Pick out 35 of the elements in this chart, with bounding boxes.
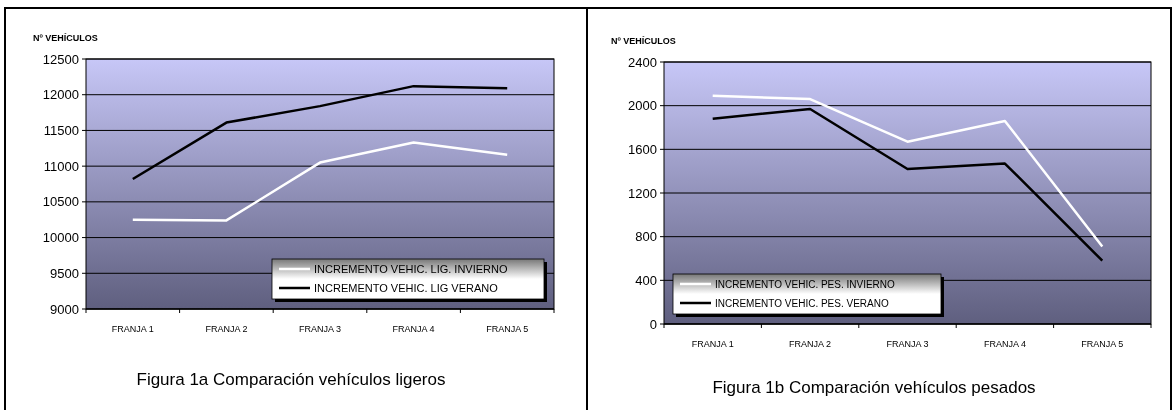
text: Figura 1b Comparación vehículos pesados bbox=[712, 378, 1036, 397]
y-tick-label: 800 bbox=[635, 229, 657, 245]
legend-label: INCREMENTO VEHIC. PES. INVIERNO bbox=[715, 278, 896, 290]
y-tick-label: 9000 bbox=[50, 301, 79, 317]
legend-label: INCREMENTO VEHIC. PES. VERANO bbox=[715, 297, 889, 309]
x-tick-label: FRANJA 3 bbox=[886, 339, 929, 349]
y-axis-title: Nº VEHÍCULOS bbox=[611, 36, 676, 46]
x-tick-label: FRANJA 4 bbox=[983, 339, 1026, 349]
x-tick-label: FRANJA 4 bbox=[392, 324, 435, 334]
x-tick-label: FRANJA 5 bbox=[486, 324, 529, 334]
x-tick-label: FRANJA 2 bbox=[789, 339, 832, 349]
y-tick-label: 12500 bbox=[42, 51, 79, 67]
y-tick-label: 1600 bbox=[628, 141, 657, 157]
y-tick-label: 1200 bbox=[628, 185, 657, 201]
y-axis-title: Nº VEHÍCULOS bbox=[33, 33, 98, 43]
y-tick-label: 0 bbox=[649, 316, 657, 332]
y-tick-label: 10000 bbox=[42, 230, 79, 246]
legend-label: INCREMENTO VEHIC. LIG VERANO bbox=[314, 281, 499, 294]
x-tick-label: FRANJA 1 bbox=[691, 339, 734, 349]
legend-label: INCREMENTO VEHIC. LIG. INVIERNO bbox=[314, 262, 508, 275]
line-series bbox=[711, 94, 1104, 248]
y-tick-label: 10500 bbox=[42, 194, 79, 210]
x-tick-label: FRANJA 2 bbox=[205, 324, 248, 334]
x-tick-label: FRANJA 5 bbox=[1081, 339, 1124, 349]
y-tick-label: 12000 bbox=[42, 87, 79, 103]
y-tick-label: 9500 bbox=[50, 265, 79, 281]
x-tick-label: FRANJA 3 bbox=[298, 324, 342, 334]
y-tick-label: 11000 bbox=[43, 158, 79, 174]
y-tick-label: 2000 bbox=[628, 98, 657, 114]
line-series bbox=[131, 141, 509, 222]
y-tick-label: 11500 bbox=[43, 122, 79, 138]
text: Figura 1a Comparación vehículos ligeros bbox=[136, 370, 446, 389]
y-tick-label: 2400 bbox=[628, 54, 657, 70]
y-tick-label: 400 bbox=[635, 272, 657, 288]
x-tick-label: FRANJA 1 bbox=[111, 324, 154, 334]
